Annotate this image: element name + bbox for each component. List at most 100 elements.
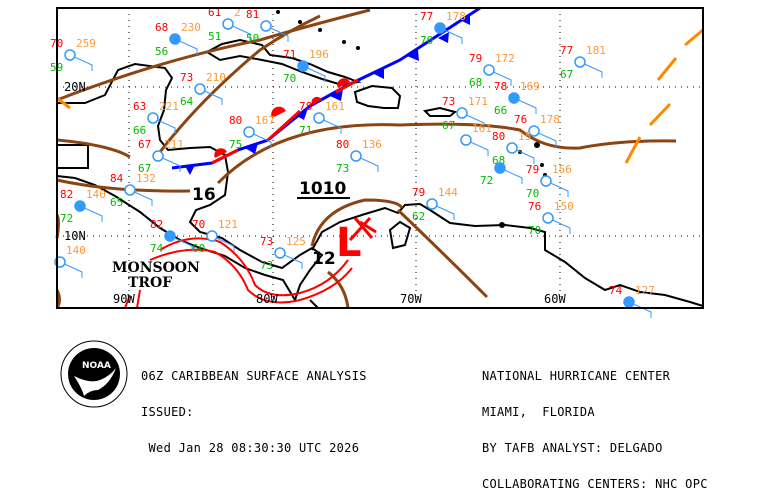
station-dew: 75 xyxy=(229,138,242,151)
lon-label: 80W xyxy=(256,292,278,306)
station-pressure: 196 xyxy=(309,48,329,61)
station-pressure: 230 xyxy=(181,21,201,34)
wind-barb-icon xyxy=(628,301,652,318)
station-temp: 82 xyxy=(150,218,163,231)
station-circle-icon xyxy=(152,150,164,162)
station-plot: 79 156 70 xyxy=(526,163,572,200)
wind-barb-icon xyxy=(461,112,485,129)
station-circle-icon xyxy=(528,125,540,137)
station-dew: 70 xyxy=(420,34,433,47)
station-plot: 78 161 71 xyxy=(299,100,345,137)
center-info: NATIONAL HURRICANE CENTER MIAMI, FLORIDA… xyxy=(482,346,708,502)
station-dew: 68 xyxy=(469,76,482,89)
noaa-logo-text: NOAA xyxy=(82,361,111,371)
station-dew: 70 xyxy=(526,187,539,200)
wind-barb-icon xyxy=(488,69,512,86)
station-pressure: 132 xyxy=(136,172,156,185)
wind-barb-icon xyxy=(152,117,176,134)
wind-barb-icon xyxy=(69,54,93,71)
station-pressure: 178 xyxy=(446,10,466,23)
issued-time: Wed Jan 28 08:30:30 UTC 2026 xyxy=(141,441,360,455)
station-pressure: 140 xyxy=(86,188,106,201)
station-pressure: 125 xyxy=(286,235,306,248)
lon-label: 60W xyxy=(544,292,566,306)
station-dew: 70 xyxy=(528,224,541,237)
station-pressure: 259 xyxy=(76,37,96,50)
station-circle-icon xyxy=(222,18,234,30)
station-plot: 71 196 70 xyxy=(283,48,329,85)
wind-barb-icon xyxy=(248,131,272,148)
station-circle-icon xyxy=(426,198,438,210)
wind-barb-icon xyxy=(174,38,198,55)
wind-barb-icon xyxy=(59,261,83,278)
wind-barb-icon xyxy=(547,217,571,234)
station-temp: 71 xyxy=(283,48,296,61)
station-temp: 82 xyxy=(60,188,73,201)
wind-barb-icon xyxy=(279,252,303,269)
station-plot: 70 121 60 xyxy=(192,218,238,255)
station-dew: 67 xyxy=(442,119,455,132)
station-pressure: 136 xyxy=(362,138,382,151)
station-circle-icon xyxy=(147,112,159,124)
station-plot: 82 74 xyxy=(150,218,193,255)
center-name: NATIONAL HURRICANE CENTER xyxy=(482,369,671,383)
wind-barb-icon xyxy=(533,130,557,147)
station-temp: 80 xyxy=(229,114,242,127)
wind-barb-icon xyxy=(579,61,603,78)
station-plot: 77 178 70 xyxy=(420,10,466,47)
station-circle-icon xyxy=(460,134,472,146)
station-plot: 84 132 65 xyxy=(110,172,156,209)
product-title: 06Z CARIBBEAN SURFACE ANALYSIS xyxy=(141,369,367,383)
surface-troughs xyxy=(55,8,677,309)
station-plot: 81 50 xyxy=(246,8,289,45)
station-circle-icon xyxy=(623,296,635,308)
station-temp: 77 xyxy=(420,10,433,23)
wind-barb-icon xyxy=(169,235,193,252)
station-pressure: 161 xyxy=(325,100,345,113)
station-temp: 79 xyxy=(469,52,482,65)
station-circle-icon xyxy=(194,83,206,95)
noaa-logo: NOAA xyxy=(60,340,128,408)
station-temp: 73 xyxy=(260,235,273,248)
surface-analysis-map: L 1010 16 12 MONSOON TROF 20N 10N 90W 80… xyxy=(50,6,704,318)
station-dew: 72 xyxy=(60,212,73,225)
station-pressure: 169 xyxy=(520,80,540,93)
wind-barb-icon xyxy=(499,167,523,184)
analyst: BY TAFB ANALYST: DELGADO xyxy=(482,441,663,455)
station-dew: 71 xyxy=(299,124,312,137)
station-circle-icon xyxy=(350,150,362,162)
station-plot: 63 221 66 xyxy=(133,100,179,137)
station-plot: 68 230 56 xyxy=(155,21,201,58)
station-circle-icon xyxy=(274,247,286,259)
station-circle-icon xyxy=(313,112,325,124)
station-circle-icon xyxy=(456,107,468,119)
wind-barb-icon xyxy=(513,97,537,114)
wind-barb-icon xyxy=(465,139,489,156)
station-pressure: 221 xyxy=(159,100,179,113)
monsoon-trough-label: TROF xyxy=(128,275,172,291)
station-circle-icon xyxy=(164,230,176,242)
station-plot: 79 172 68 xyxy=(469,52,515,89)
station-dew: 66 xyxy=(133,124,146,137)
station-pressure: 161 xyxy=(472,122,492,135)
lon-label: 70W xyxy=(400,292,422,306)
small-islands xyxy=(276,10,547,228)
station-pressure: 2 xyxy=(234,6,241,19)
wind-barb-icon xyxy=(511,147,535,164)
station-dew: 60 xyxy=(192,242,205,255)
station-plot: 73 210 64 xyxy=(180,71,226,108)
center-location: MIAMI, FLORIDA xyxy=(482,405,595,419)
station-temp: 81 xyxy=(246,8,259,21)
station-plot: 77 181 67 xyxy=(560,44,606,81)
station-pressure: 127 xyxy=(635,284,655,297)
station-dew: 67 xyxy=(138,162,151,175)
wind-barb-icon xyxy=(211,235,235,252)
station-plot: 74 127 xyxy=(609,284,655,318)
issued-label: ISSUED: xyxy=(141,405,194,419)
station-pressure: 171 xyxy=(468,95,488,108)
station-plot: 79 144 62 xyxy=(412,186,458,223)
station-pressure: 178 xyxy=(540,113,560,126)
station-temp: 76 xyxy=(528,200,541,213)
